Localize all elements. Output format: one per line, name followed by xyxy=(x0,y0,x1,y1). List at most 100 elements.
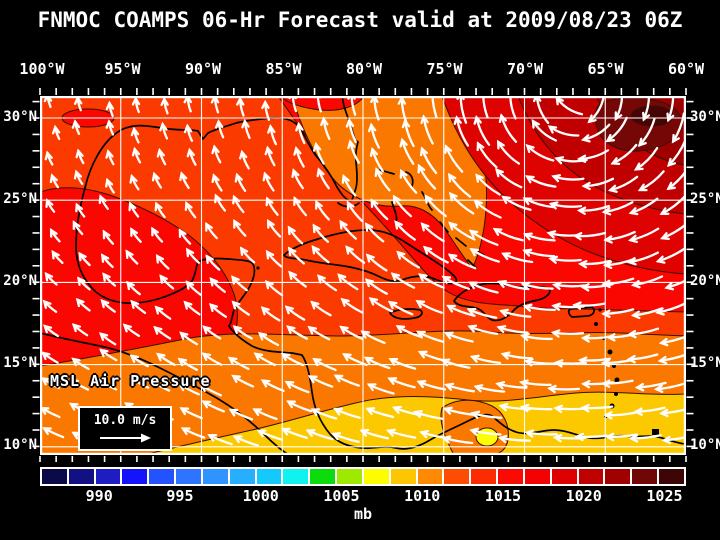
wind-arrow-head xyxy=(320,116,329,127)
axis-tick xyxy=(233,88,235,95)
wind-arrow xyxy=(602,277,635,286)
wind-arrow-head xyxy=(587,114,597,124)
axis-tick xyxy=(119,88,122,95)
wind-arrow-head xyxy=(366,383,377,392)
wind-arrow-head xyxy=(185,280,195,290)
wind-arrow-head xyxy=(293,196,301,206)
colorbar-segment xyxy=(551,469,577,484)
wind-arrow-head xyxy=(417,350,428,359)
wind-arrow-head xyxy=(633,407,643,416)
lat-tick-label: 20°N xyxy=(3,273,37,289)
wind-arrow xyxy=(431,96,438,119)
wind-arrow-head xyxy=(125,249,134,260)
wind-arrow-head xyxy=(496,139,505,150)
wind-arrow xyxy=(632,275,664,287)
wind-arrow-head xyxy=(307,325,318,335)
wind-arrow xyxy=(521,334,553,341)
wind-arrow xyxy=(611,143,638,165)
colorbar-segment xyxy=(256,469,282,484)
wind-arrow-head xyxy=(637,137,647,147)
wind-arrow-head xyxy=(288,270,298,281)
lat-tick-label: 15°N xyxy=(690,355,720,371)
wind-arrow-head xyxy=(267,218,275,229)
wind-arrow-head xyxy=(605,133,616,143)
wind-arrow-head xyxy=(105,177,114,188)
wind-arrow xyxy=(606,116,628,143)
axis-tick xyxy=(539,456,542,462)
lat-tick-label: 10°N xyxy=(690,437,720,453)
wind-arrow-head xyxy=(420,114,429,125)
axis-tick xyxy=(281,88,284,95)
wind-arrow-head xyxy=(444,382,455,391)
wind-arrow-head xyxy=(99,348,109,358)
colorbar-segment xyxy=(176,469,201,484)
axis-tick xyxy=(216,456,219,462)
colorbar-segment xyxy=(471,469,497,484)
wind-arrow-head xyxy=(551,302,562,311)
wind-arrow-head xyxy=(466,307,477,316)
lat-lon-gridlines xyxy=(40,96,686,455)
wind-arrow-head xyxy=(155,352,166,362)
wind-arrow-head xyxy=(369,147,379,157)
wind-speed-legend: 10.0 m/s xyxy=(78,406,172,451)
wind-arrow-head xyxy=(551,174,562,183)
wind-arrow-head xyxy=(312,141,322,152)
axis-tick xyxy=(459,88,461,95)
wind-arrow-head xyxy=(184,201,193,211)
wind-arrow-head xyxy=(441,435,452,444)
wind-arrow-head xyxy=(522,197,533,206)
wind-arrow-head xyxy=(580,283,590,292)
axis-tick xyxy=(686,232,694,234)
wind-arrow-head xyxy=(392,405,402,414)
wind-arrow-head xyxy=(177,382,188,392)
axis-tick xyxy=(39,456,41,462)
wind-arrow-head xyxy=(387,300,398,310)
wind-arrow-head xyxy=(546,230,557,239)
wind-arrow-head xyxy=(105,100,115,111)
wind-arrow-head xyxy=(610,157,621,166)
axis-tick xyxy=(686,379,694,382)
lon-tick-label: 60°W xyxy=(667,60,705,78)
wind-arrow-head xyxy=(525,175,535,184)
wind-arrow-head xyxy=(105,149,114,159)
wind-arrow-head xyxy=(523,358,534,367)
wind-arrow-head xyxy=(159,274,168,284)
wind-arrow xyxy=(502,252,534,264)
wind-arrow-head xyxy=(630,310,641,320)
wind-arrow-head xyxy=(553,359,564,368)
wind-arrow-head xyxy=(416,380,427,389)
wind-arrow-head xyxy=(412,410,423,419)
wind-arrow-head xyxy=(532,96,542,103)
wind-arrow-head xyxy=(264,279,274,290)
axis-tick xyxy=(32,150,40,152)
wind-arrow xyxy=(552,331,585,336)
axis-tick xyxy=(249,88,251,95)
wind-arrow xyxy=(581,283,614,289)
lon-tick-label: 65°W xyxy=(587,60,624,78)
axis-tick xyxy=(686,314,694,316)
wind-arrow-head xyxy=(580,134,591,143)
axis-tick xyxy=(32,379,40,382)
wind-arrow-head xyxy=(580,334,591,343)
wind-arrow-head xyxy=(600,379,611,388)
axis-tick xyxy=(362,88,364,95)
wind-arrow xyxy=(502,195,532,211)
wind-arrow-head xyxy=(43,324,53,334)
axis-tick xyxy=(652,88,655,95)
axis-tick xyxy=(32,215,40,218)
wind-arrow-head xyxy=(469,427,480,436)
wind-arrow-head xyxy=(51,124,61,135)
wind-arrow-head xyxy=(627,257,637,266)
axis-tick xyxy=(55,88,57,95)
colorbar-segment xyxy=(283,469,309,484)
axis-tick xyxy=(410,88,413,95)
colorbar-unit: mb xyxy=(353,505,373,523)
wind-arrow-head xyxy=(284,380,295,389)
wind-arrow-head xyxy=(179,171,188,182)
coastline-puerto-rico xyxy=(567,306,595,318)
wind-arrow-head xyxy=(666,112,675,123)
wind-arrow xyxy=(548,387,581,391)
wind-arrow-head xyxy=(71,323,82,333)
axis-tick xyxy=(523,88,526,95)
axis-tick xyxy=(410,456,413,462)
